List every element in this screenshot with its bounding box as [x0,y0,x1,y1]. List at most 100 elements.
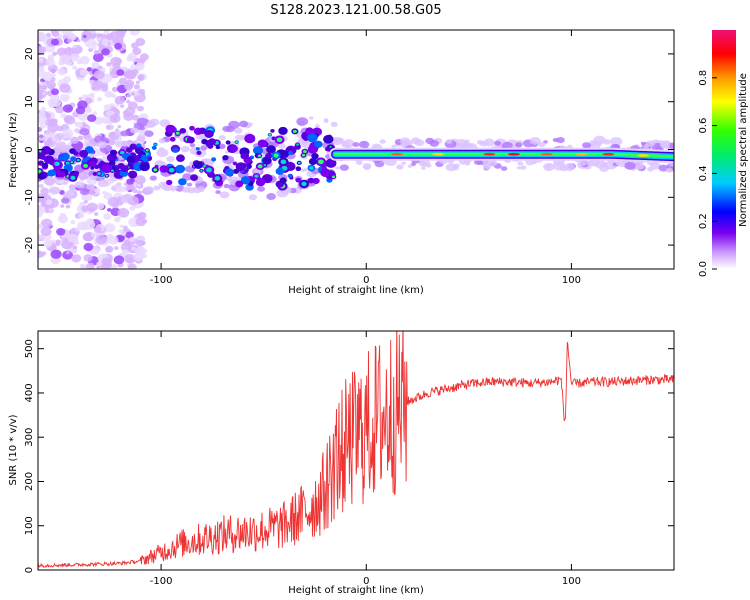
halo-blob [603,139,611,145]
signal-blob [240,176,251,185]
halo-blob [599,164,609,172]
halo-blob [238,120,249,128]
signal-core [168,167,175,173]
halo-blob [115,182,122,187]
noise-blob [103,30,110,35]
signal-blob [262,156,272,165]
noise-blob [118,77,128,85]
signal-blob [141,154,147,159]
halo-blob [595,141,603,146]
noise-blob [63,76,72,83]
signal-blob [225,140,231,145]
signal-blob [109,149,118,156]
noise-blob [124,107,136,116]
snr-frame [37,330,675,571]
halo-blob [153,185,161,191]
halo-blob [646,140,656,147]
noise-blob [82,232,94,242]
colorbar-tick-label: 0.0 [698,261,709,277]
signal-blob [305,127,314,135]
noise-blob [113,255,125,265]
noise-blob [59,214,66,220]
signal-core [153,168,158,172]
noise-blob [72,65,78,70]
noise-blob [89,30,97,34]
noise-blob [59,83,71,93]
halo-blob [142,186,154,195]
halo-blob [296,117,309,126]
halo-blob [515,142,523,148]
signal-core [292,129,297,134]
signal-blob [126,155,136,164]
halo-blob [399,137,411,145]
signal-blob [287,173,293,178]
halo-blob [266,193,276,200]
noise-blob [138,211,147,220]
noise-blob [76,59,83,65]
noise-blob [81,205,89,212]
signal-blob [195,147,200,151]
signal-core [119,150,125,155]
halo-blob [339,164,349,171]
noise-blob [115,103,120,107]
noise-blob [48,103,55,108]
snr-ytick-label: 200 [24,472,35,491]
halo-blob [407,164,413,168]
noise-blob [92,46,97,50]
signal-blob [193,161,204,169]
noise-blob [40,187,50,195]
snr-series [38,331,674,569]
noise-blob [114,95,125,105]
signal-core [303,150,307,154]
halo-blob [189,143,196,148]
noise-blob [110,56,122,67]
halo-blob [396,164,404,170]
halo-blob [225,125,235,133]
halo-blob [615,162,620,166]
noise-blob [123,182,128,186]
halo-blob [665,167,673,173]
signal-core [175,131,180,135]
noise-blob [135,62,145,71]
halo-blob [120,130,129,137]
noise-blob [120,104,125,108]
halo-blob [556,136,565,144]
signal-blob [99,160,105,165]
signal-blob [324,146,331,152]
halo-blob [218,135,226,141]
signal-blob [139,162,150,172]
halo-blob [166,156,175,163]
noise-blob [139,53,149,61]
signal-blob [108,160,116,166]
spectrogram-xlabel: Height of straight line (km) [288,285,424,296]
signal-blob [63,153,68,157]
noise-blob [131,246,136,251]
noise-blob [111,202,119,209]
noise-blob [136,240,145,247]
signal-blob [41,146,52,155]
noise-blob [102,190,107,195]
noise-blob [59,54,71,65]
noise-blob [114,216,121,223]
signal-blob [121,154,127,159]
noise-blob [83,254,93,262]
noise-blob [45,199,53,206]
noise-blob [50,249,62,259]
signal-core [280,159,287,165]
noise-blob [38,45,47,55]
ridge-peak [575,152,588,156]
halo-blob [248,194,258,201]
signal-blob [255,178,266,187]
noise-blob [51,88,60,96]
noise-blob [101,116,111,124]
signal-blob [244,133,256,144]
spectrogram-ytick-label: 0 [24,146,35,152]
halo-blob [63,125,70,130]
signal-core [200,169,203,172]
figure-title: S128.2023.121.00.58.G05 [270,3,441,18]
noise-blob [130,69,139,76]
halo-blob [352,142,360,148]
noise-blob [138,88,146,95]
signal-blob [307,133,318,143]
noise-blob [126,178,134,185]
